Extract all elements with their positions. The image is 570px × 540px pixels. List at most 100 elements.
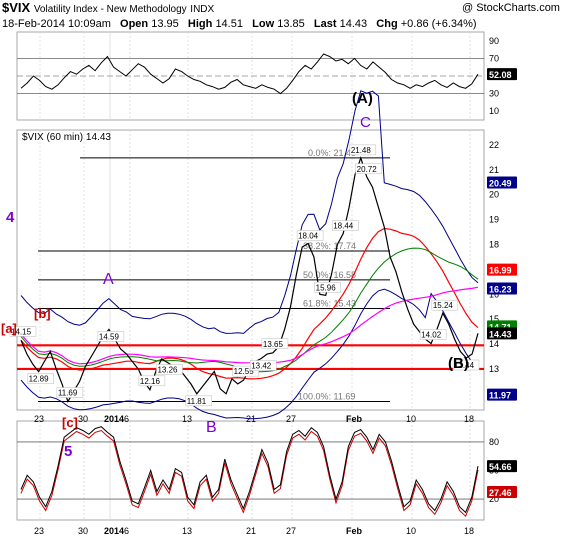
price-label-box — [419, 329, 447, 340]
price-badge: 11.97 — [489, 391, 511, 401]
magenta-ma-line — [20, 286, 479, 365]
price-ytick-label: 15 — [489, 314, 499, 324]
stoch-xtick-label: 13 — [182, 526, 192, 536]
price-xtick-label: 21 — [246, 414, 256, 424]
price-badge: 14.43 — [489, 329, 512, 339]
price-label-box — [232, 365, 259, 377]
price-label-box — [331, 220, 359, 231]
price-badge-bg — [487, 263, 517, 276]
stoch-xtick-label: 18 — [464, 526, 474, 536]
panel-frame-3 — [16, 420, 485, 521]
price-label-box — [56, 387, 84, 398]
symbol-title: $VIX — [2, 0, 31, 15]
price-label-box — [314, 282, 341, 293]
last-value: 14.43 — [339, 18, 368, 30]
price-xtick-label: 6 — [124, 414, 129, 424]
price-label-box — [185, 395, 213, 407]
rsi-last-badge-bg — [487, 68, 517, 81]
wave-label-B: B — [206, 419, 217, 436]
price-label-box — [349, 144, 377, 156]
stoch-xtick-label: 23 — [34, 526, 44, 536]
rsi-ytick-label: 30 — [489, 89, 499, 99]
price-point-label: 15.24 — [433, 301, 454, 310]
chg-value: +0.86 (+6.34%) — [400, 18, 477, 30]
rsi-last-badge: 52.08 — [489, 70, 512, 80]
price-point-label: 13.65 — [263, 340, 284, 349]
price-badge-bg — [487, 388, 517, 401]
bollinger-lower-line — [20, 288, 479, 420]
wave-label-C: C — [360, 114, 371, 131]
wave-label-c: [c] — [62, 415, 78, 430]
stoch-xtick-label: 2014 — [104, 526, 124, 536]
wave-label-B-paren: (B) — [448, 355, 469, 372]
open-label: Open — [120, 18, 149, 30]
price-label-box — [296, 230, 324, 241]
price-label-box — [9, 326, 37, 337]
price-label-box — [249, 360, 277, 371]
stoch-xtick-label: 10 — [406, 526, 416, 536]
fib-level-label: 50.0%: 16.58 — [303, 270, 356, 280]
price-label-box — [452, 359, 480, 371]
rsi-ytick-label: 90 — [489, 36, 499, 46]
price-label-box — [97, 331, 125, 342]
price-point-label: 14.02 — [421, 331, 442, 340]
wave-label-4: 4 — [6, 209, 15, 226]
price-point-label: 14.15 — [11, 327, 32, 336]
price-badge: 16.23 — [489, 285, 512, 295]
stoch-badge-k: 54.66 — [489, 462, 512, 472]
price-xtick-label: Feb — [346, 414, 363, 424]
price-ytick-label: 22 — [489, 140, 499, 150]
stoch-xtick-label: Feb — [346, 526, 363, 536]
price-xtick-label: 30 — [78, 414, 88, 424]
price-ytick-label: 20 — [489, 190, 499, 200]
rsi-ytick-label: 70 — [489, 53, 499, 63]
fib-level-label: 0.0%: 21.48 — [308, 148, 356, 158]
low-label: Low — [252, 18, 275, 30]
price-xtick-label: 23 — [34, 414, 44, 424]
price-xtick-label: 27 — [286, 414, 296, 424]
rsi-line — [20, 53, 479, 95]
index-name: Volatility Index - New Methodology — [33, 4, 187, 15]
price-xtick-label: 13 — [182, 414, 192, 424]
stoch-signal-line — [20, 429, 479, 518]
price-label-box — [27, 373, 54, 384]
price-panel-title: $VIX (60 min) 14.43 — [22, 132, 111, 143]
price-badge: 16.99 — [489, 266, 512, 276]
price-ytick-label: 21 — [489, 165, 499, 175]
price-xtick-label: 10 — [406, 414, 416, 424]
price-label-box — [355, 163, 382, 175]
price-label-box — [431, 299, 459, 311]
fib-level-label: 61.8%: 15.43 — [303, 298, 356, 308]
price-xtick-label: 2014 — [104, 414, 124, 424]
wave-label-A: A — [103, 271, 114, 288]
exchange-label: INDX — [190, 4, 215, 15]
price-point-label: 18.04 — [298, 231, 319, 240]
price-ytick-label: 18 — [489, 239, 499, 249]
wave-label-a: [a] — [1, 321, 17, 336]
price-badge-bg — [487, 327, 517, 340]
fib-level-label: 38.2%: 17.74 — [303, 241, 356, 251]
sma-line — [20, 227, 479, 380]
stoch-xtick-label: 21 — [246, 526, 256, 536]
chart-header-line1: $VIX Volatility Index - New Methodology … — [2, 0, 214, 15]
price-point-label: 12.89 — [29, 375, 50, 384]
stoch-xtick-label: 30 — [78, 526, 88, 536]
low-value: 13.85 — [277, 18, 305, 30]
high-value: 14.51 — [215, 18, 243, 30]
price-point-label: 21.48 — [351, 146, 372, 155]
price-badge-bg — [487, 282, 517, 295]
high-label: High — [187, 18, 213, 30]
stoch-ytick-label: 80 — [489, 437, 499, 447]
panel-frame-2 — [16, 129, 485, 411]
price-label-box — [156, 364, 183, 375]
price-point-label: 13.26 — [157, 365, 178, 374]
stoch-xtick-label: 6 — [124, 526, 129, 536]
price-label-box — [138, 375, 166, 387]
price-ytick-label: 13 — [489, 364, 499, 374]
stoch-badge-k-bg — [487, 460, 517, 473]
rsi-ytick-label: 10 — [489, 106, 499, 116]
price-badge-bg — [487, 176, 517, 189]
price-point-label: 12.16 — [140, 377, 161, 386]
price-ytick-label: 19 — [489, 215, 499, 225]
